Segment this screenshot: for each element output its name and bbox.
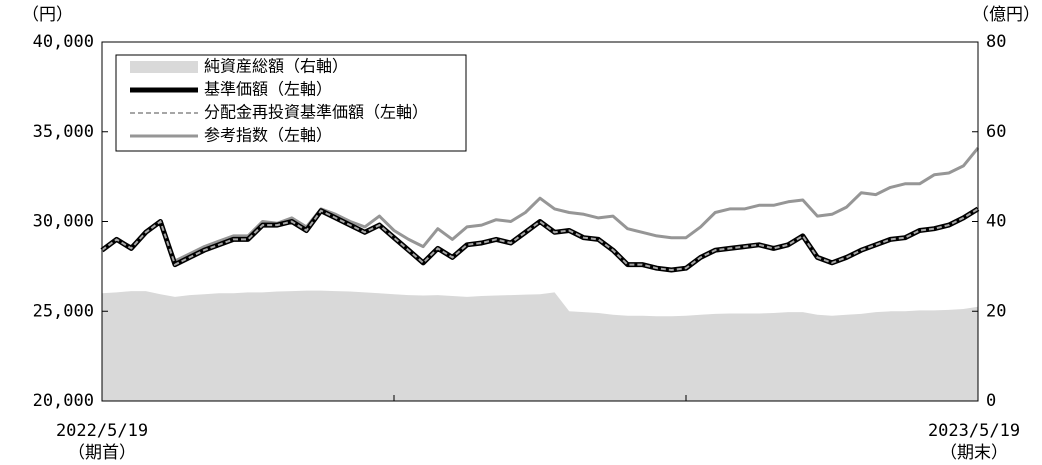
x-note: （期末） — [940, 443, 1008, 463]
y-tick-label: 30,000 — [33, 212, 94, 232]
x-tick-label: 2023/5/19 — [928, 421, 1020, 441]
y-tick-label: 35,000 — [33, 122, 94, 142]
area — [102, 290, 978, 401]
y-tick-label: 20,000 — [33, 391, 94, 411]
y2-tick-label: 0 — [986, 391, 996, 411]
legend-label: 純資産総額（右軸） — [204, 57, 348, 76]
legend-label: 参考指数（左軸） — [204, 126, 332, 145]
line — [101, 146, 980, 263]
y2-tick-label: 40 — [986, 212, 1006, 232]
x-tick-label: 2022/5/19 — [56, 421, 148, 441]
legend-label: 分配金再投資基準価額（左軸） — [204, 103, 428, 122]
legend-label: 基準価額（左軸） — [204, 80, 332, 99]
legend: 純資産総額（右軸） 基準価額（左軸） 分配金再投資基準価額（左軸） 参考指数（左軸） — [115, 54, 467, 152]
legend-swatch — [130, 61, 198, 73]
y-tick-label: 25,000 — [33, 301, 94, 321]
y2-tick-label: 20 — [986, 301, 1006, 321]
x-note: （期首） — [68, 443, 136, 463]
y2-tick-label: 80 — [986, 32, 1006, 52]
plot-frame — [101, 41, 979, 402]
plot-area — [100, 146, 980, 401]
line — [101, 208, 979, 272]
y2-axis-label: （億円） — [972, 5, 1040, 25]
y-tick-label: 40,000 — [33, 32, 94, 52]
y2-tick-label: 60 — [986, 122, 1006, 142]
y-axis-label: （円） — [22, 5, 73, 25]
